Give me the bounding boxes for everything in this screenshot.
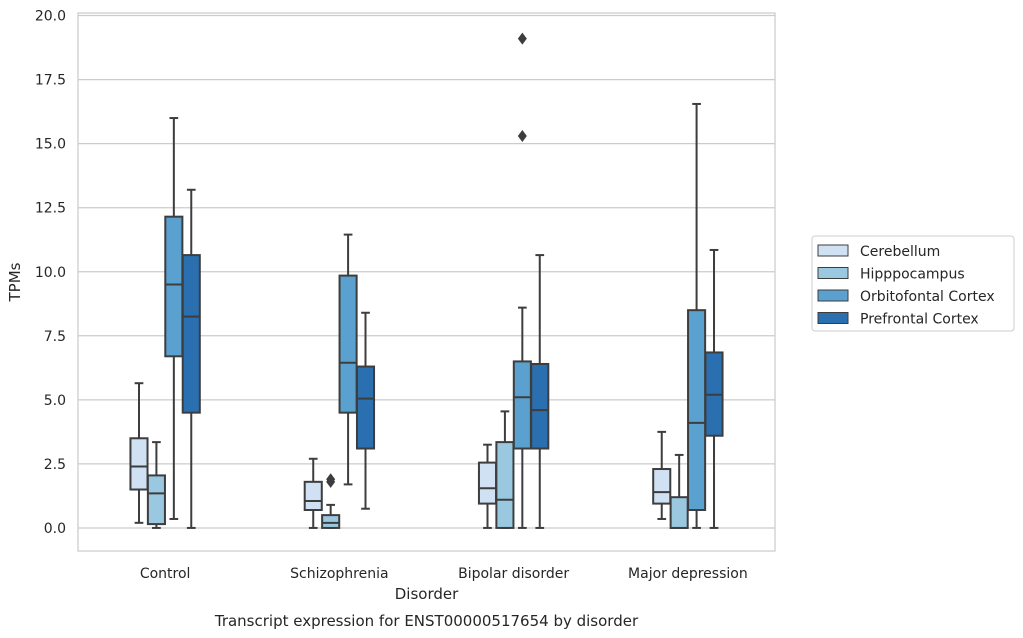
legend-swatch (817, 289, 849, 302)
x-tick-labels: Control Schizophrenia Bipolar disorder Majo… (140, 566, 748, 582)
legend-swatch (817, 312, 849, 324)
box (530, 362, 550, 450)
box (477, 461, 498, 505)
box (129, 437, 149, 491)
y-tick-label: 7.5 (44, 329, 66, 345)
y-tick-label: 2.5 (44, 457, 66, 473)
box (338, 274, 358, 414)
box-group (687, 102, 707, 529)
outlier-point (326, 473, 336, 486)
y-tick-label: 0.0 (44, 521, 66, 537)
box (181, 254, 201, 414)
box (495, 441, 515, 529)
y-tick-label: 12.5 (35, 201, 66, 217)
box (321, 514, 341, 529)
x-tick-label: Schizophrenia (290, 566, 388, 582)
box-group (164, 117, 184, 520)
outlier-point (517, 32, 527, 45)
box-group (338, 233, 358, 486)
legend-swatch (817, 244, 849, 257)
x-tick-label: Control (140, 566, 191, 582)
legend: Cerebellum Hipppocampus Orbitofontal Corte… (811, 235, 1015, 332)
legend-swatch (817, 267, 849, 279)
y-tick-label: 10.0 (35, 265, 66, 281)
box-group (495, 410, 515, 529)
box (303, 480, 323, 512)
box (512, 360, 532, 450)
chart-caption: Transcript expression for ENST0000051765… (214, 612, 639, 630)
box-group (181, 188, 201, 529)
outlier-point (517, 129, 527, 142)
y-tick-label: 5.0 (44, 393, 66, 409)
box (355, 365, 376, 450)
y-tick-label: 17.5 (35, 73, 66, 89)
box-group (355, 311, 376, 510)
box (669, 496, 689, 529)
box (164, 215, 184, 358)
box (146, 474, 166, 526)
box-group (303, 457, 323, 529)
y-tick-label: 20.0 (35, 9, 66, 25)
y-axis-label: TPMs (6, 262, 24, 302)
x-axis-label: Disorder (395, 585, 459, 603)
box-group (321, 473, 341, 529)
box-group (146, 441, 166, 529)
box-group (652, 430, 672, 520)
box-group (704, 248, 724, 529)
y-tick-labels: 0.0 2.5 5.0 7.5 10.0 12.5 15.0 17.5 20.0 (35, 9, 66, 537)
legend-frame (811, 235, 1015, 332)
y-tick-label: 15.0 (35, 137, 66, 153)
box-group (669, 453, 689, 529)
x-tick-label: Major depression (628, 566, 748, 582)
box-group (129, 382, 149, 524)
box-group (530, 254, 550, 529)
legend-entry: Hipppocampus (860, 267, 965, 283)
box (652, 468, 672, 505)
x-tick-label: Bipolar disorder (458, 566, 569, 582)
legend-entry: Cerebellum (860, 244, 940, 260)
legend-entry: Orbitofontal Cortex (860, 289, 995, 305)
legend-entry: Prefrontal Cortex (860, 312, 979, 328)
plot-frame (77, 12, 776, 552)
box-groups (129, 32, 724, 529)
box (687, 309, 707, 512)
